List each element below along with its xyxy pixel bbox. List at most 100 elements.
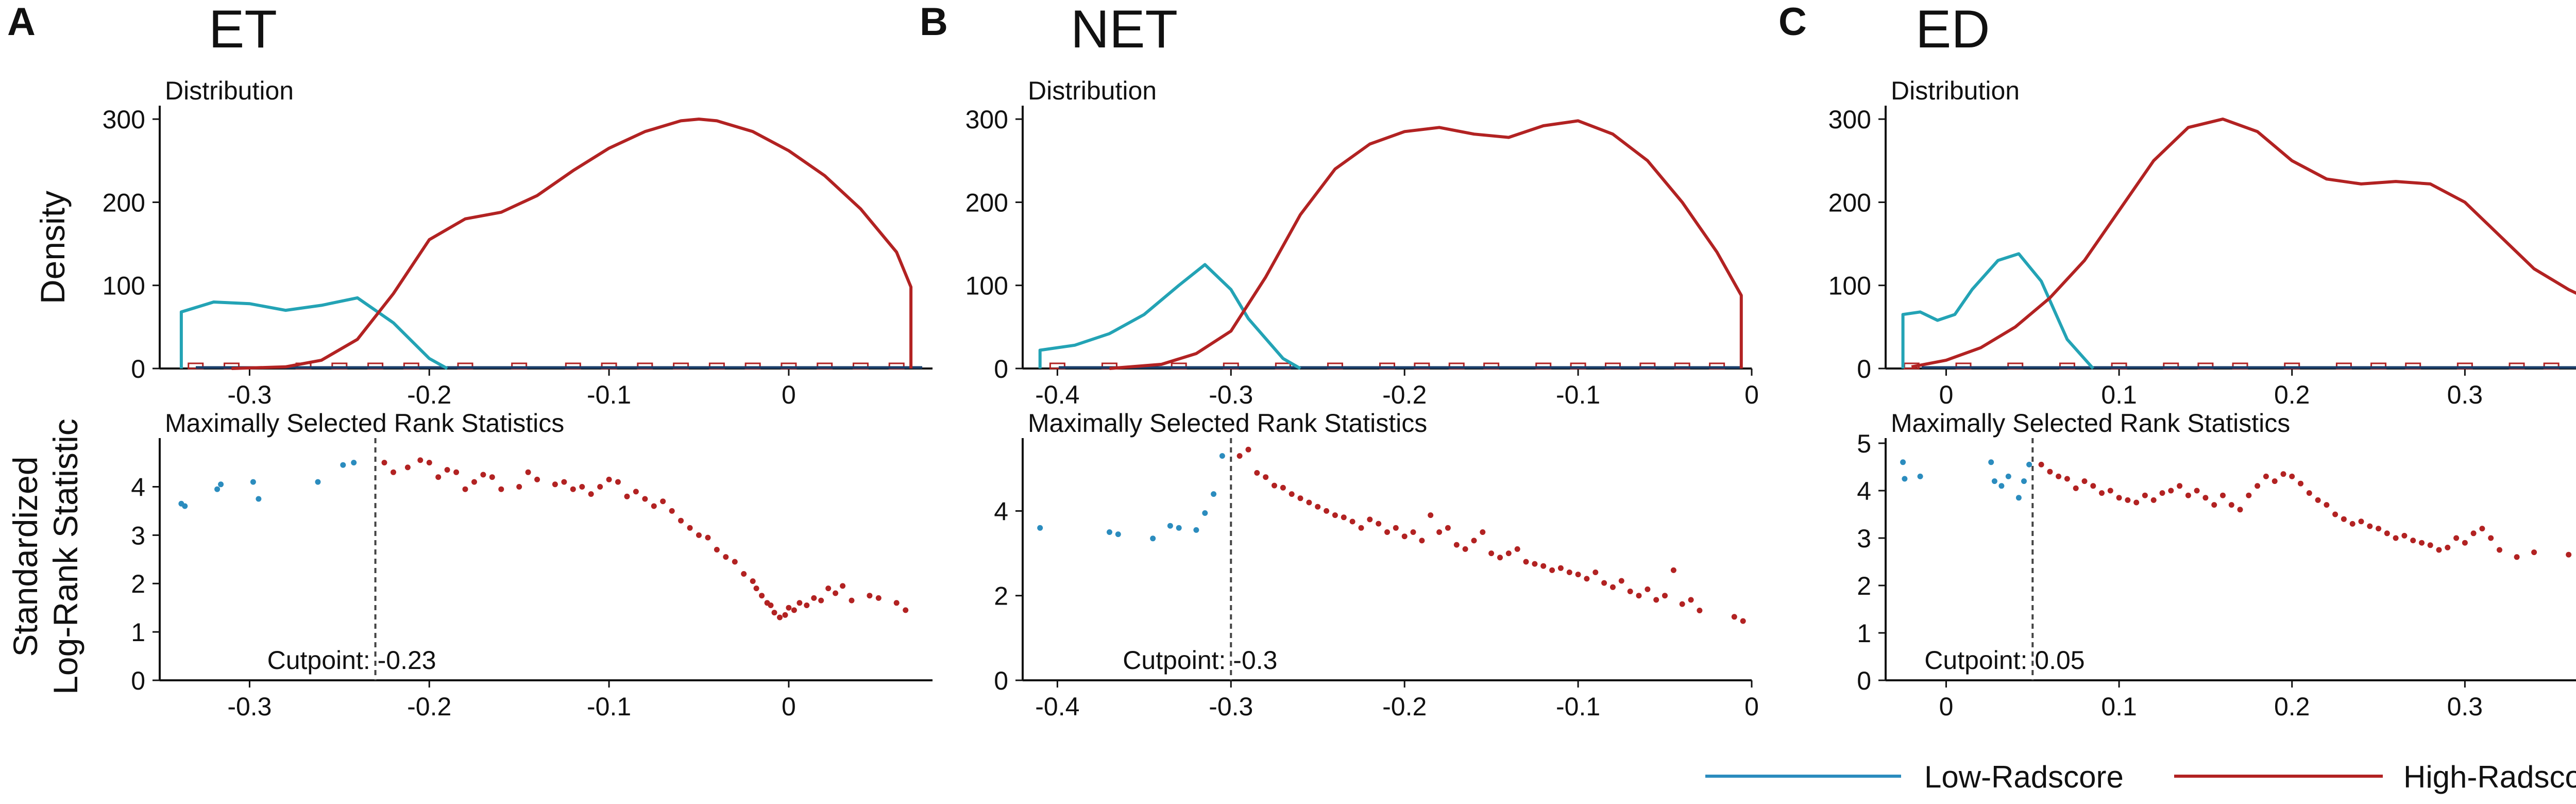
high-radscore-point	[2427, 542, 2433, 548]
high-radscore-point	[471, 479, 477, 485]
high-radscore-point	[2324, 502, 2330, 508]
high-radscore-point	[771, 610, 777, 616]
high-radscore-point	[2488, 535, 2494, 541]
low-radscore-point	[1107, 529, 1112, 535]
high-radscore-point	[786, 605, 792, 611]
high-radscore-point	[2116, 495, 2122, 501]
high-radscore-point	[570, 486, 576, 492]
high-radscore-point	[2401, 532, 2408, 539]
y-tick-label: 3	[1857, 524, 1871, 553]
high-radscore-point	[1480, 529, 1486, 535]
high-radscore-point	[579, 484, 585, 490]
rug-mark	[188, 362, 204, 370]
x-tick-label: -0.3	[1209, 692, 1253, 721]
y-tick-label: 100	[1828, 272, 1871, 300]
y-tick-label: 1	[1857, 619, 1871, 648]
high-radscore-point	[2246, 492, 2252, 498]
x-tick-label: -0.3	[227, 692, 272, 721]
high-radscore-point	[2159, 490, 2165, 496]
high-radscore-point	[1367, 516, 1373, 523]
high-radscore-point	[804, 602, 810, 608]
high-radscore-point	[1358, 525, 1364, 531]
high-radscore-point	[893, 600, 900, 606]
cutpoint-label: Cutpoint: 0.05	[1924, 646, 2084, 675]
high-radscore-point	[867, 593, 873, 599]
low-radscore-point	[2021, 478, 2027, 484]
high-radscore-point	[462, 486, 468, 492]
x-tick-label: 0	[782, 380, 796, 409]
high-radscore-point	[1592, 569, 1599, 575]
high-radscore-point	[1445, 525, 1451, 531]
high-radscore-point	[2470, 530, 2477, 537]
low-radscore-point	[1988, 459, 1994, 465]
legend-high-label: High-Radscore	[2403, 760, 2576, 794]
high-radscore-point	[2056, 473, 2062, 479]
x-tick-label: 0	[1939, 380, 1954, 409]
y-tick-label: 200	[965, 188, 1008, 217]
high-radscore-point	[2367, 523, 2373, 529]
high-radscore-point	[606, 476, 612, 482]
high-radscore-point	[1410, 529, 1416, 535]
high-radscore-point	[1289, 491, 1295, 497]
high-radscore-point	[2255, 483, 2261, 489]
high-radscore-point	[1740, 618, 1746, 624]
y-tick-label: 5	[1857, 429, 1871, 458]
high-radscore-point	[1618, 578, 1624, 584]
high-radscore-point	[1324, 508, 1330, 514]
x-tick-label: 0	[1744, 380, 1759, 409]
y-tick-label: 4	[131, 473, 145, 501]
x-tick-label: -0.2	[407, 692, 451, 721]
high-radscore-point	[2384, 530, 2390, 537]
high-radscore-point	[435, 474, 442, 480]
high-radscore-point	[2376, 526, 2382, 532]
high-radscore-point	[1297, 495, 1303, 501]
high-radscore-point	[2038, 461, 2044, 467]
high-radscore-point	[1532, 561, 1538, 567]
high-radscore-point	[391, 469, 396, 475]
chart-subtitle: Distribution	[1891, 76, 2020, 105]
x-tick-label: -0.3	[1209, 380, 1253, 409]
chart-subtitle: Distribution	[1028, 76, 1157, 105]
panel-title-net: NET	[1071, 0, 1178, 59]
low-radscore-point	[182, 503, 188, 509]
high-radscore-point	[1566, 569, 1572, 575]
high-radscore-point	[1610, 584, 1616, 590]
y-tick-label: 200	[103, 188, 145, 217]
high-radscore-point	[811, 595, 817, 601]
high-radscore-density-line	[231, 118, 913, 370]
high-radscore-point	[1436, 529, 1443, 535]
y-tick-label: 2	[1857, 572, 1871, 600]
high-radscore-point	[687, 525, 693, 531]
low-radscore-point	[351, 460, 357, 466]
x-tick-label: 0	[1744, 692, 1759, 721]
y-tick-label: 2	[131, 569, 145, 598]
high-radscore-point	[2099, 490, 2105, 496]
low-radscore-point	[1193, 527, 1199, 533]
high-radscore-point	[453, 469, 460, 475]
high-radscore-point	[1523, 559, 1529, 565]
low-radscore-point	[340, 462, 346, 468]
high-radscore-point	[2280, 471, 2286, 477]
low-radscore-point	[1115, 531, 1121, 538]
low-radscore-point	[315, 479, 321, 485]
x-tick-label: -0.1	[587, 692, 631, 721]
high-radscore-point	[714, 547, 720, 552]
high-radscore-point	[768, 602, 774, 608]
chart-c-scatter: Maximally Selected Rank Statistics 0 1 2 3 4 5…	[1857, 409, 2576, 721]
high-radscore-point	[2237, 507, 2243, 513]
high-radscore-point	[534, 476, 540, 482]
high-radscore-point	[2349, 521, 2355, 527]
y-tick-label: 0	[1857, 666, 1871, 695]
high-radscore-point	[796, 600, 803, 606]
x-tick-label: -0.1	[587, 380, 631, 409]
high-radscore-point	[678, 517, 684, 524]
high-radscore-point	[1636, 593, 1642, 599]
high-radscore-point	[849, 597, 855, 604]
high-radscore-point	[624, 493, 630, 499]
panel-title-ed: ED	[1916, 0, 1990, 59]
chart-subtitle: Maximally Selected Rank Statistics	[1028, 409, 1427, 438]
high-radscore-point	[1670, 567, 1676, 573]
high-radscore-point	[2220, 492, 2226, 498]
